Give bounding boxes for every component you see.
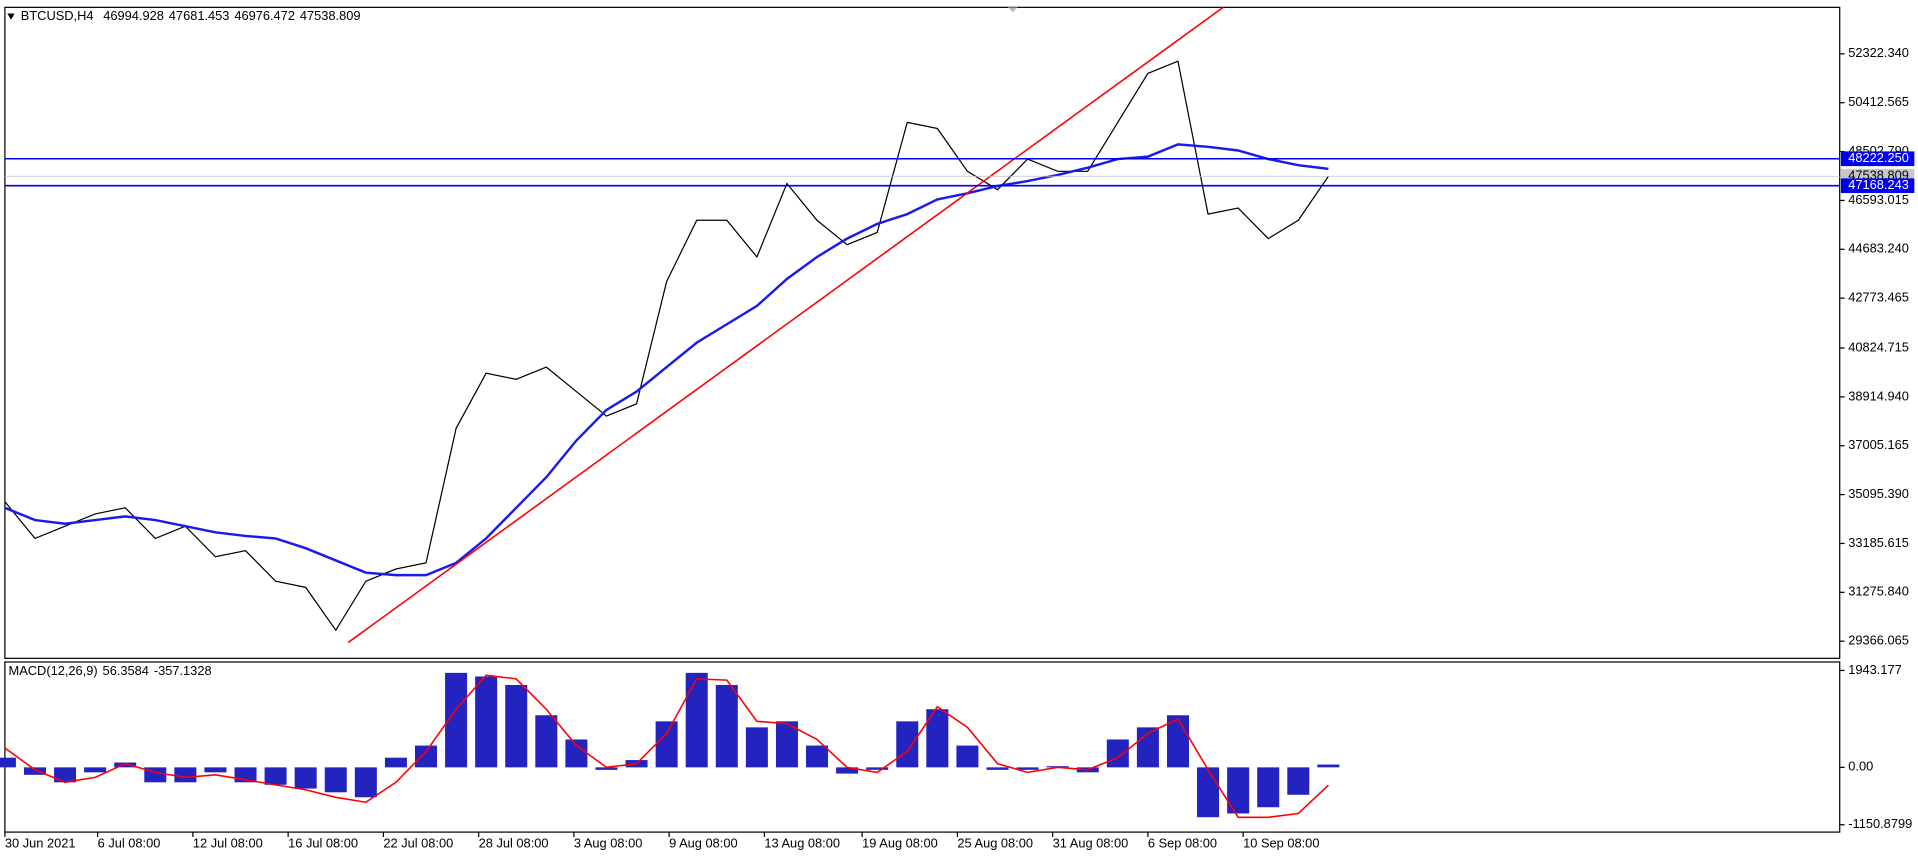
y-tick-label: 1943.177 [1848,662,1902,677]
histogram-bar [0,757,16,768]
histogram-bar [986,767,1009,770]
x-tick-label: 25 Aug 08:00 [957,836,1033,851]
histogram-bar [655,721,678,768]
collapse-arrow[interactable] [7,13,15,20]
y-tick-label: 31275.840 [1848,584,1909,599]
histogram-bar [294,767,317,789]
y-tick-label: 37005.165 [1848,437,1909,452]
y-tick-label: 35095.390 [1848,486,1909,501]
histogram-bar [715,684,738,768]
y-tick-label: 0.00 [1848,759,1873,774]
x-tick-label: 19 Aug 08:00 [862,836,938,851]
price-tag-label: 47168.243 [1848,177,1909,192]
x-tick-label: 22 Jul 08:00 [383,836,453,851]
histogram-bar [565,739,588,768]
x-tick-label: 9 Aug 08:00 [669,836,737,851]
y-tick-label: 42773.465 [1848,290,1909,305]
y-tick-label: 44683.240 [1848,241,1909,256]
histogram-bar [1227,767,1250,814]
header-value: 47681.453 [169,9,230,24]
histogram-bar [1287,767,1310,795]
histogram-bar [745,727,768,768]
y-tick-label: 38914.940 [1848,388,1909,403]
price-tag [1840,178,1915,194]
x-tick-label: 28 Jul 08:00 [479,836,549,851]
histogram-bar [174,767,197,783]
histogram-bar [595,767,618,770]
histogram-bar [1197,767,1220,818]
histogram-bar [1016,767,1039,770]
histogram-bar [414,745,438,768]
histogram-bar [475,676,498,768]
histogram-bar [1257,767,1280,808]
header-value: BTCUSD,H4 [21,9,94,24]
x-tick-label: 6 Jul 08:00 [98,836,161,851]
price-tag [1840,151,1915,167]
y-tick-label: 46593.015 [1848,192,1909,207]
histogram-bar [926,709,949,768]
y-tick-label: 29366.065 [1848,633,1909,648]
signal-line [4,674,1329,819]
plot-layer: 52322.34050412.56548502.79046593.0154468… [0,6,1915,851]
symbol-header: BTCUSD,H4 46994.928 47681.453 46976.472 4753… [21,9,361,24]
histogram-bar [775,721,798,768]
histogram-bar [806,745,829,768]
histogram-bar [896,721,919,768]
shift-marker [1007,7,1018,13]
histogram-bar [324,767,347,793]
histogram-bar [956,745,979,768]
x-tick-label: 16 Jul 08:00 [288,836,358,851]
price-line [4,60,1329,632]
x-tick-label: 12 Jul 08:00 [193,836,263,851]
price-pane [4,6,1841,659]
y-tick-label: -1150.8799 [1848,816,1912,831]
histogram-bar [204,767,227,773]
histogram-bar [836,767,859,774]
histogram-bar [445,672,468,768]
histogram-bar [54,767,77,783]
x-tick-label: 3 Aug 08:00 [574,836,642,851]
indicator-header: MACD(12,26,9) 56.3584 -357.1328 [9,663,212,678]
header-value: 46976.472 [234,9,295,24]
histogram-bar [264,767,287,785]
header-value: 47538.809 [300,9,361,24]
y-tick-label: 40824.715 [1848,339,1909,354]
moving-average [4,143,1329,577]
indicator-name: MACD(12,26,9) [9,663,98,678]
y-tick-label: 50412.565 [1848,94,1909,109]
x-tick-label: 30 Jun 2021 [5,836,76,851]
indicator-value: 56.3584 [103,663,149,678]
histogram-bar [114,762,137,768]
histogram-bar [866,767,889,770]
histogram-bar [84,767,107,773]
indicator-value: -357.1328 [154,663,212,678]
histogram-bar [1317,764,1340,768]
histogram-bar [384,757,407,768]
histogram-bar [685,672,708,768]
x-tick-label: 6 Sep 08:00 [1148,836,1217,851]
y-tick-label: 33185.615 [1848,535,1909,550]
trendline [347,6,1224,644]
x-tick-label: 10 Sep 08:00 [1243,836,1319,851]
histogram-bar [354,767,377,798]
histogram-bar [505,684,528,768]
macd-pane [4,661,1841,833]
histogram-bar [1106,739,1129,768]
histogram-bar [23,767,46,775]
y-tick-label: 52322.340 [1848,45,1909,60]
header-value: 46994.928 [103,9,164,24]
x-tick-label: 13 Aug 08:00 [764,836,840,851]
histogram-bar [535,715,558,768]
x-tick-label: 31 Aug 08:00 [1053,836,1129,851]
price-tag-label: 48222.250 [1848,150,1909,165]
